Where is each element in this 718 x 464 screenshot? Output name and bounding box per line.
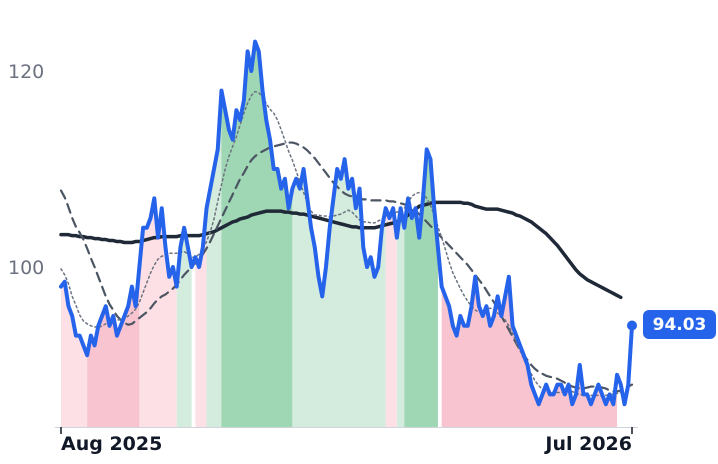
region-bull-weak	[292, 159, 386, 427]
last-value-badge: 94.03	[643, 310, 716, 339]
y-axis: 120 100	[8, 61, 44, 279]
region-bear-weak	[61, 281, 88, 427]
last-value-dot	[627, 320, 637, 331]
last-value-badge-bg	[643, 310, 716, 339]
region-bull-weak	[206, 90, 222, 427]
sma-short-line	[60, 90, 626, 398]
region-bear	[441, 276, 618, 427]
price-line	[59, 39, 634, 407]
last-value-label: 94.03	[653, 315, 707, 335]
sma-long-line	[59, 200, 623, 300]
series-lines	[59, 39, 634, 407]
region-bear-weak	[385, 208, 397, 427]
sma-mid-line	[59, 141, 634, 393]
region-bull-weak	[396, 208, 405, 427]
region-bear-weak	[139, 198, 177, 427]
x-tick-label: Jul 2026	[543, 433, 632, 455]
signal-regions	[61, 41, 618, 427]
x-tick-label: Aug 2025	[61, 433, 162, 455]
y-tick-label: 100	[8, 257, 44, 279]
x-axis: Aug 2025 Jul 2026	[60, 427, 633, 455]
region-bear-weak	[195, 208, 207, 427]
region-bull	[221, 41, 293, 427]
y-tick-label: 120	[8, 61, 44, 83]
region-bear	[87, 267, 140, 427]
region-bull-weak	[176, 227, 192, 427]
